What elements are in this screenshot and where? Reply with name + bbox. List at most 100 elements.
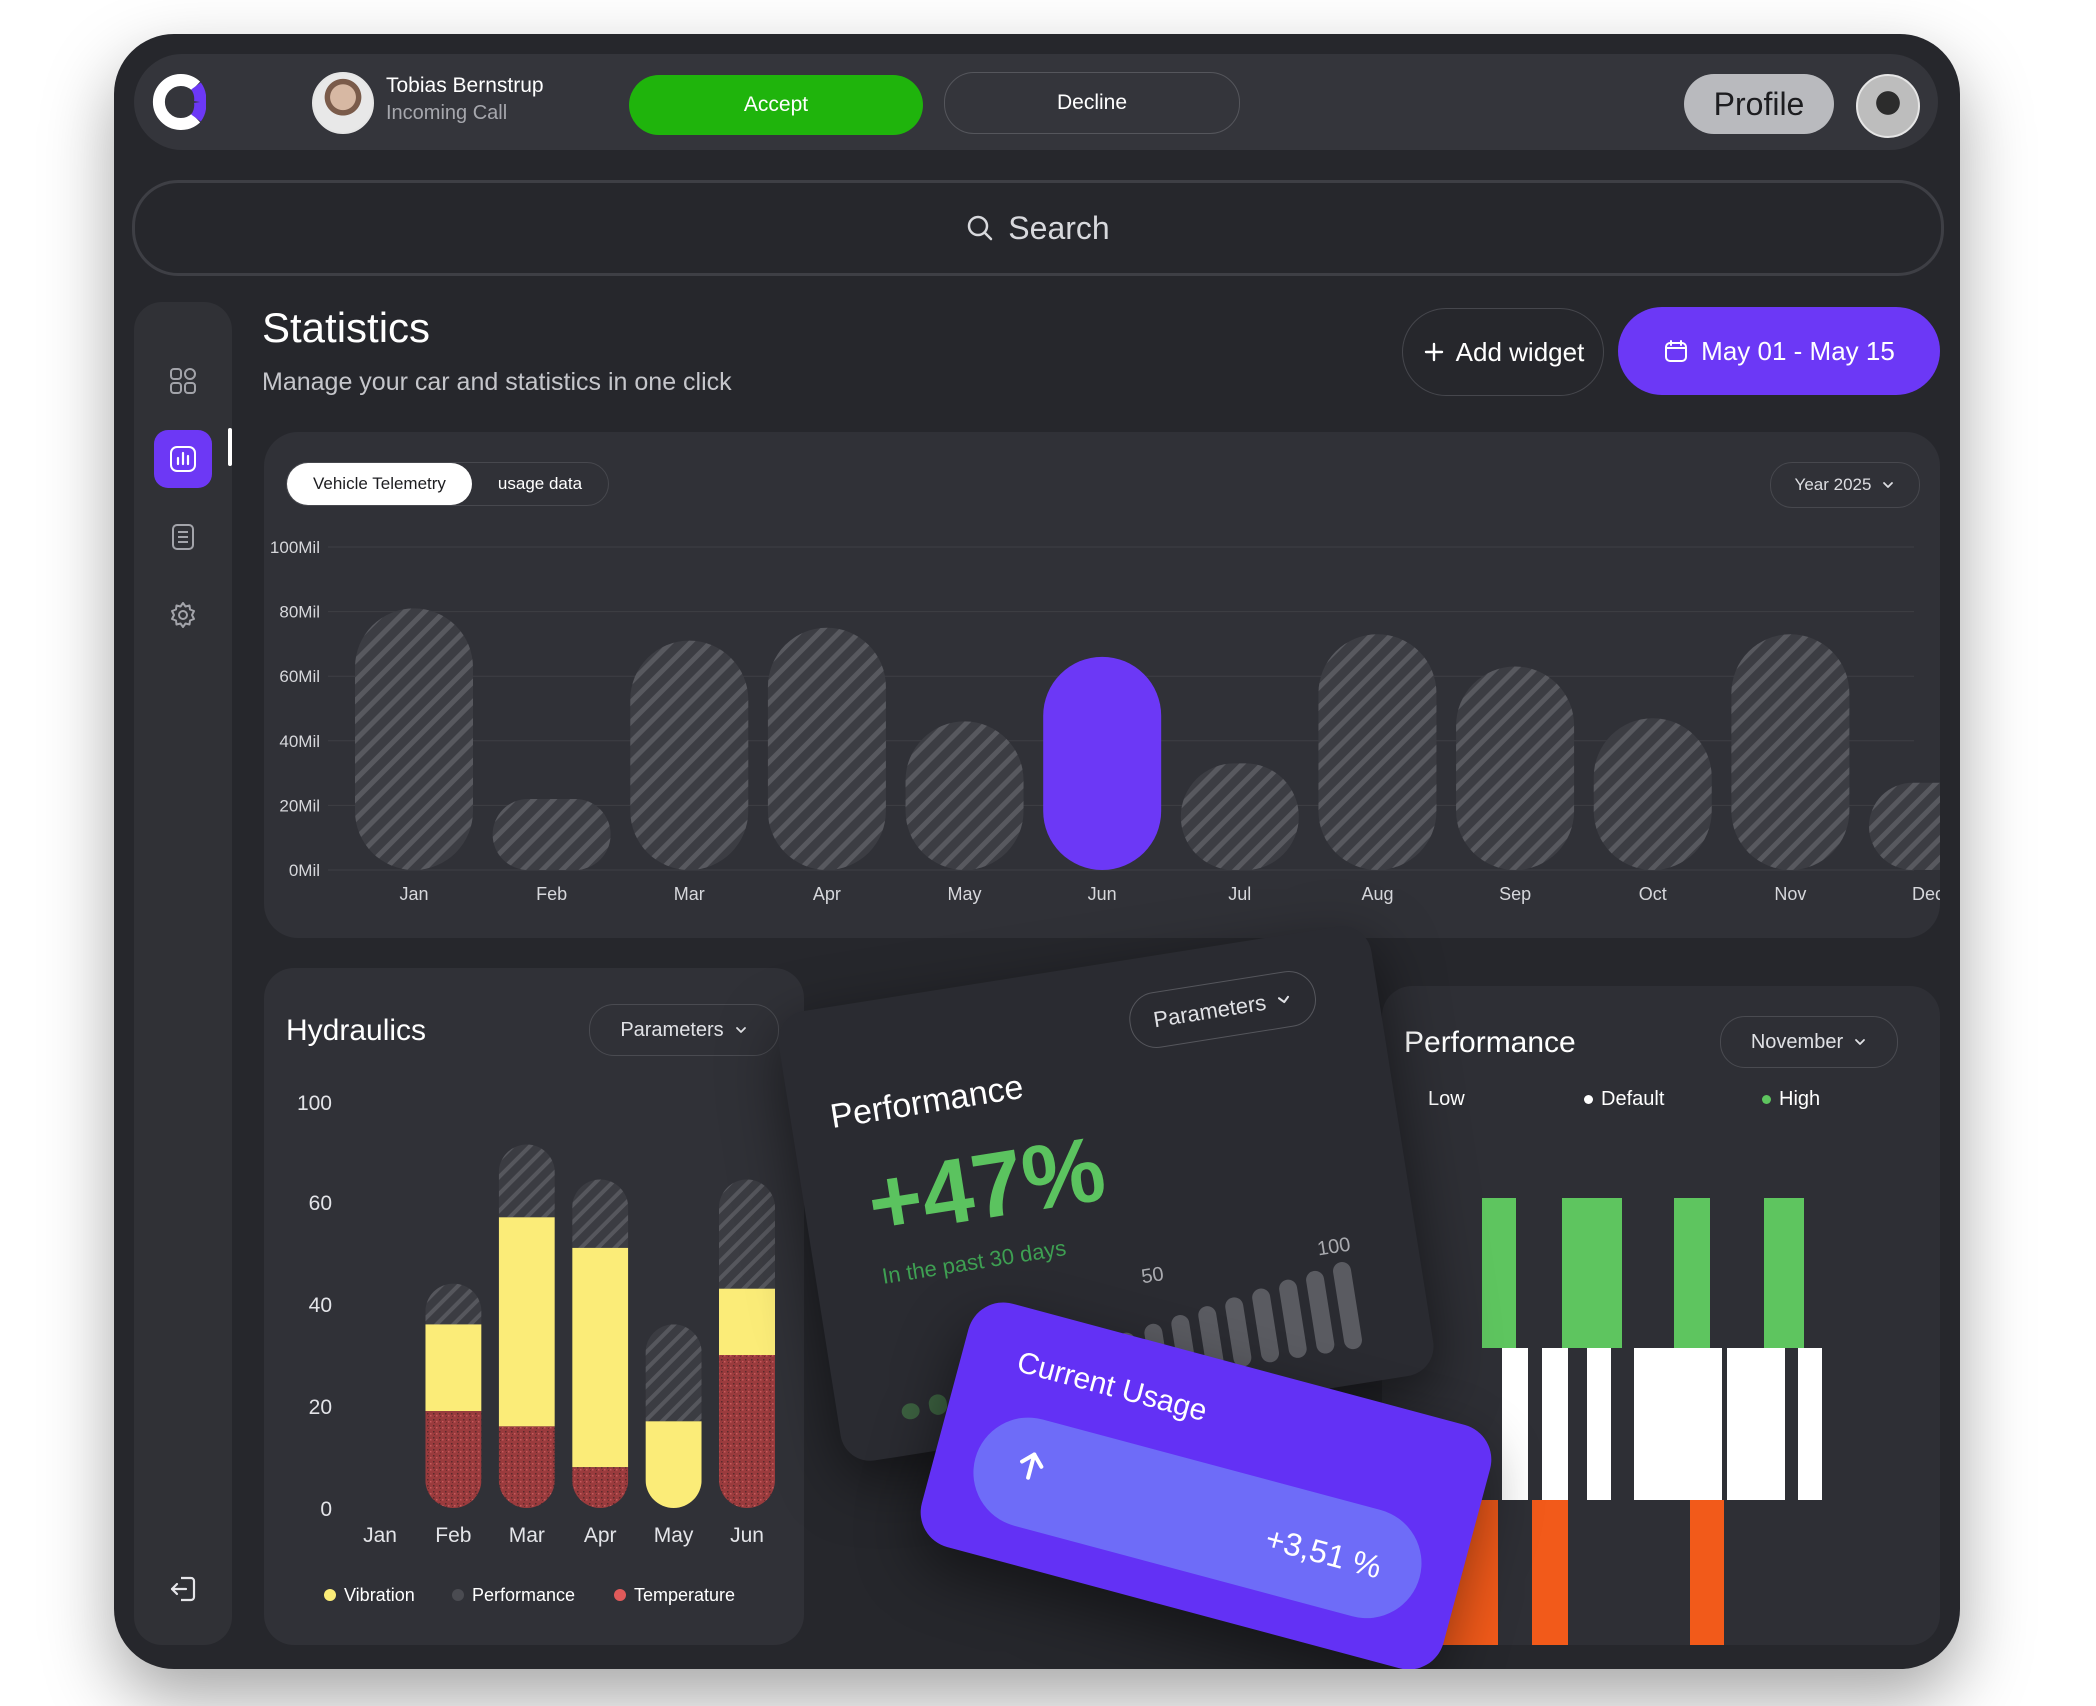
legend-high-label: High — [1779, 1088, 1821, 1110]
y-tick-label: 0 — [320, 1498, 332, 1521]
default-bar — [1727, 1348, 1785, 1500]
default-bar — [1502, 1348, 1528, 1500]
plus-icon — [1424, 342, 1443, 362]
high-bar — [1482, 1198, 1516, 1348]
default-bar — [1682, 1348, 1722, 1500]
bar-apr — [767, 627, 886, 870]
segment-vibration — [352, 1207, 408, 1462]
stack-jan — [352, 1120, 408, 1509]
legend-low-label: Low — [1428, 1088, 1465, 1110]
x-tick-label: Apr — [813, 884, 841, 904]
high-bar — [1674, 1198, 1710, 1348]
default-bar — [1634, 1348, 1690, 1500]
segment-performance — [498, 1144, 555, 1218]
tab-usage-data[interactable]: usage data — [497, 474, 583, 493]
current-usage-title: Current Usage — [1013, 1345, 1211, 1428]
month-dropdown[interactable]: November — [1720, 1016, 1898, 1068]
profile-button[interactable]: Profile — [1684, 74, 1834, 134]
gauge-tick — [1225, 1297, 1252, 1367]
default-bar — [1587, 1348, 1611, 1500]
legend-default: Default — [1584, 1088, 1664, 1111]
x-tick-label: Nov — [1774, 884, 1806, 904]
sidebar — [134, 302, 232, 1645]
user-avatar[interactable] — [1856, 74, 1920, 138]
x-tick-label: Mar — [509, 1524, 545, 1547]
x-tick-label: Dec — [1912, 884, 1940, 904]
y-tick-label: 100Mil — [270, 538, 320, 557]
segment-performance — [719, 1179, 775, 1289]
x-tick-label: Oct — [1639, 884, 1667, 904]
logout-button[interactable] — [154, 1560, 212, 1618]
hydraulics-parameters-label: Parameters — [620, 1018, 724, 1041]
segment-temperature — [572, 1467, 629, 1508]
segment-temperature — [719, 1355, 775, 1508]
logout-icon — [170, 1576, 196, 1602]
legend-high-dot — [1762, 1095, 1771, 1104]
legend-default-dot — [1584, 1095, 1593, 1104]
legend-label: Performance — [472, 1585, 575, 1605]
legend-label: Temperature — [634, 1585, 735, 1605]
x-tick-label: Feb — [536, 884, 567, 904]
x-tick-label: May — [654, 1524, 694, 1547]
sidebar-item-reports[interactable] — [154, 508, 212, 566]
hydraulics-title: Hydraulics — [286, 1014, 427, 1047]
segment-performance — [572, 1179, 629, 1248]
gauge-tick — [1252, 1288, 1280, 1363]
call-status: Incoming Call — [386, 102, 508, 124]
month-dropdown-label: November — [1750, 1030, 1844, 1053]
x-tick-label: Sep — [1499, 884, 1531, 904]
accept-call-button[interactable]: Accept — [629, 75, 923, 135]
sidebar-item-settings[interactable] — [154, 586, 212, 644]
search-placeholder: Search — [1008, 209, 1110, 246]
search-input[interactable]: Search — [132, 180, 1944, 276]
gauge-tick — [1333, 1262, 1362, 1350]
segment-performance — [425, 1283, 482, 1325]
document-list-icon — [172, 524, 194, 550]
performance-levels-title: Performance — [1404, 1026, 1576, 1059]
legend-low: Low — [1428, 1088, 1465, 1111]
high-bar — [1562, 1198, 1622, 1348]
hydraulics-parameters-dropdown[interactable]: Parameters — [589, 1004, 779, 1056]
x-tick-label: Jan — [363, 1524, 397, 1547]
gauge-tick — [1306, 1270, 1335, 1354]
active-nav-indicator — [228, 428, 232, 466]
stack-jun — [719, 1179, 775, 1508]
chevron-down-icon — [1855, 1039, 1866, 1045]
decline-call-button[interactable]: Decline — [944, 72, 1240, 134]
x-tick-label: Feb — [435, 1524, 471, 1547]
gauge-tick — [1279, 1279, 1307, 1358]
date-range-button[interactable]: May 01 - May 15 — [1618, 307, 1940, 395]
segment-performance — [645, 1324, 702, 1422]
bar-feb — [492, 798, 611, 870]
performance-parameters-dropdown[interactable]: Parameters — [1125, 967, 1320, 1052]
add-widget-label: Add widget — [1455, 336, 1585, 367]
tab-vehicle-telemetry[interactable]: Vehicle Telemetry — [287, 463, 472, 505]
legend-high: High — [1762, 1088, 1820, 1111]
telemetry-bar-chart: 0Mil 20Mil 40Mil 60Mil 80Mil 100Mil Jan Feb Mar A… — [270, 538, 1940, 904]
default-bar — [1542, 1348, 1568, 1500]
chevron-down-icon — [1883, 482, 1894, 488]
page-subtitle: Manage your car and statistics in one cl… — [262, 368, 732, 396]
search-icon — [968, 215, 993, 241]
bar-chart-icon — [170, 446, 196, 472]
sidebar-item-dashboard[interactable] — [154, 352, 212, 410]
y-tick-label: 20 — [309, 1396, 332, 1419]
y-tick-label: 60 — [309, 1192, 332, 1215]
y-tick-label: 20Mil — [279, 796, 320, 815]
bar-oct — [1593, 718, 1712, 870]
x-tick-label: Jun — [730, 1524, 764, 1547]
grid-icon — [170, 368, 196, 394]
calendar-icon — [1665, 340, 1688, 362]
bar-aug — [1318, 634, 1437, 870]
bar-jun — [1043, 656, 1162, 870]
y-tick-label: 60Mil — [279, 667, 320, 686]
y-tick-label: 0Mil — [289, 861, 320, 880]
x-tick-label: May — [948, 884, 982, 904]
x-tick-label: Jun — [1088, 884, 1117, 904]
app-logo-icon — [152, 74, 206, 130]
hydraulics-stacked-chart: 0 20 40 60 100 Jan Feb Mar Apr May Jun Vibration Pe… — [297, 1092, 775, 1605]
year-dropdown[interactable]: Year 2025 — [1770, 462, 1920, 508]
sidebar-item-statistics[interactable] — [154, 430, 212, 488]
add-widget-button[interactable]: Add widget — [1402, 308, 1604, 396]
gear-icon — [171, 602, 195, 628]
